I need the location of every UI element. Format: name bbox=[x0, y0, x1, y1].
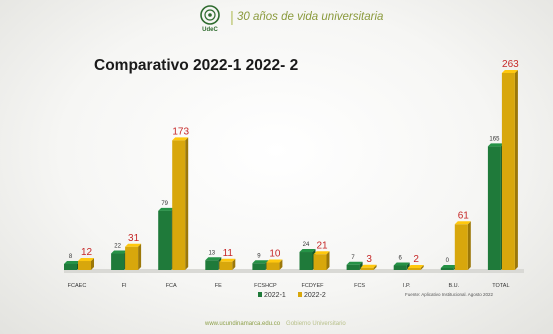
value-label-2022-2-fe: 11 bbox=[223, 248, 234, 259]
bar-2022-2-fca-top bbox=[172, 137, 189, 141]
category-label-fe: FE bbox=[215, 283, 222, 289]
bar-2022-1-fcaec bbox=[64, 264, 77, 270]
bar-2022-1-fcdyef bbox=[299, 252, 313, 270]
value-label-2022-1-total: 165 bbox=[489, 136, 500, 142]
bar-2022-2-fcdyef bbox=[313, 254, 327, 270]
university-logo-icon bbox=[200, 5, 220, 25]
bar-2022-2-total-top bbox=[501, 70, 518, 73]
value-label-2022-2-fcaec: 12 bbox=[81, 247, 93, 258]
legend-swatch-2022-1 bbox=[258, 292, 262, 297]
value-label-2022-1-ip: 6 bbox=[399, 256, 403, 262]
bar-2022-1-fcshcp bbox=[252, 263, 266, 270]
bar-2022-1-bu bbox=[440, 268, 454, 270]
value-label-2022-1-fcdyef: 24 bbox=[303, 242, 310, 248]
bar-2022-2-fe-side bbox=[232, 258, 236, 270]
bar-2022-2-fcshcp bbox=[266, 262, 280, 270]
bar-2022-2-fcaec bbox=[78, 261, 91, 270]
bar-2022-2-ip-top bbox=[407, 265, 424, 268]
footer-url: www.ucundinamarca.edu.co Gobierno Univers… bbox=[205, 321, 346, 327]
legend-swatch-2022-2 bbox=[298, 292, 302, 297]
category-label-total: TOTAL bbox=[492, 283, 509, 289]
bar-2022-1-fi-top bbox=[111, 250, 128, 254]
bar-2022-1-ip-side bbox=[406, 262, 410, 270]
legend-label-2022-1: 2022-1 bbox=[264, 292, 286, 299]
bar-2022-1-fca-top bbox=[158, 207, 175, 211]
bar-2022-2-ip-side bbox=[420, 265, 424, 270]
category-label-ip: I.P. bbox=[403, 283, 411, 289]
category-label-fca: FCA bbox=[166, 283, 177, 289]
bar-2022-1-total bbox=[487, 146, 501, 270]
value-label-2022-2-bu: 61 bbox=[458, 210, 470, 221]
value-label-2022-2-fcshcp: 10 bbox=[269, 249, 281, 260]
category-label-fcs: FCS bbox=[354, 283, 365, 289]
value-label-2022-2-total: 263 bbox=[502, 59, 519, 70]
value-label-2022-2-fcs: 3 bbox=[366, 254, 372, 265]
bar-2022-2-fcshcp-side bbox=[279, 259, 283, 270]
bar-2022-1-fcdyef-top bbox=[299, 249, 316, 253]
bar-2022-1-ip-top bbox=[393, 262, 410, 266]
bar-2022-1-fcshcp-top bbox=[252, 260, 269, 264]
value-label-2022-2-fcdyef: 21 bbox=[316, 240, 328, 251]
bar-2022-1-ip bbox=[393, 265, 407, 270]
bar-2022-2-fcs bbox=[360, 267, 374, 270]
value-label-2022-2-ip: 2 bbox=[413, 254, 419, 265]
value-label-2022-1-fca: 79 bbox=[161, 201, 168, 207]
bar-2022-2-fi-top bbox=[125, 243, 142, 247]
source-note: Fuente: Aplicativo Institucional. Agosto… bbox=[405, 292, 494, 297]
value-label-2022-1-fcaec: 8 bbox=[69, 254, 73, 260]
legend-label-2022-2: 2022-2 bbox=[304, 292, 326, 299]
bar-2022-1-bu-top bbox=[440, 265, 457, 268]
value-label-2022-2-fi: 31 bbox=[128, 233, 140, 244]
anniversary-text: 30 años de vida universitaria bbox=[237, 11, 384, 23]
value-label-2022-2-fca: 173 bbox=[172, 126, 189, 137]
category-label-fcaec: FCAEC bbox=[68, 283, 87, 289]
bar-2022-2-total bbox=[501, 73, 515, 270]
category-label-bu: B.U. bbox=[448, 283, 459, 289]
bar-2022-2-fcaec-top bbox=[78, 258, 94, 262]
bar-2022-2-fcdyef-top bbox=[313, 251, 330, 255]
value-label-2022-1-bu: 0 bbox=[446, 258, 450, 264]
value-label-2022-1-fe: 13 bbox=[208, 250, 215, 256]
bar-2022-2-fca-side bbox=[185, 137, 189, 270]
bar-2022-2-fi-side bbox=[138, 243, 142, 270]
bar-2022-1-fcs bbox=[346, 264, 360, 270]
chart-title: Comparativo 2022-1 2022- 2 bbox=[94, 57, 299, 74]
bar-2022-2-fe bbox=[219, 261, 233, 270]
bar-2022-2-fcshcp-top bbox=[266, 259, 283, 263]
bar-2022-1-total-top bbox=[487, 143, 504, 147]
category-label-fcdyef: FCDYEF bbox=[302, 283, 325, 289]
footer-url-link[interactable]: www.ucundinamarca.edu.co bbox=[205, 321, 281, 327]
bar-2022-1-fi bbox=[111, 253, 125, 270]
bar-2022-2-ip bbox=[407, 268, 421, 270]
bar-2022-1-fcs-side bbox=[359, 261, 363, 270]
value-label-2022-1-fi: 22 bbox=[114, 244, 121, 250]
bar-2022-2-fcs-side bbox=[373, 264, 377, 270]
category-label-fcshcp: FCSHCP bbox=[254, 283, 277, 289]
chart-floor bbox=[64, 269, 524, 273]
bar-2022-2-fi bbox=[125, 246, 139, 270]
bar-2022-2-total-side bbox=[514, 70, 518, 270]
bar-2022-2-fcaec-side bbox=[91, 258, 94, 270]
bar-2022-1-fcs-top bbox=[346, 261, 363, 265]
footer-url-tail: Gobierno Universitario bbox=[286, 321, 346, 327]
bar-2022-2-fca bbox=[172, 140, 186, 270]
bar-2022-1-fe bbox=[205, 260, 219, 270]
bar-2022-2-fcs-top bbox=[360, 264, 377, 268]
logo-label: UdeC bbox=[202, 27, 218, 33]
value-label-2022-1-fcs: 7 bbox=[351, 255, 355, 261]
category-label-fi: FI bbox=[122, 283, 127, 289]
bar-2022-2-fe-top bbox=[219, 258, 236, 262]
bar-2022-1-fe-top bbox=[205, 257, 222, 261]
header: UdeC | 30 años de vida universitaria bbox=[0, 0, 553, 40]
bar-2022-2-bu bbox=[454, 224, 468, 270]
header-separator: | bbox=[230, 9, 234, 26]
bar-2022-1-fca bbox=[158, 210, 172, 270]
value-label-2022-1-fcshcp: 9 bbox=[257, 253, 261, 259]
bar-2022-2-fcdyef-side bbox=[326, 251, 330, 270]
bar-2022-2-bu-side bbox=[467, 221, 471, 270]
bar-2022-2-bu-top bbox=[454, 221, 471, 225]
bar-2022-1-fcaec-top bbox=[64, 261, 80, 265]
